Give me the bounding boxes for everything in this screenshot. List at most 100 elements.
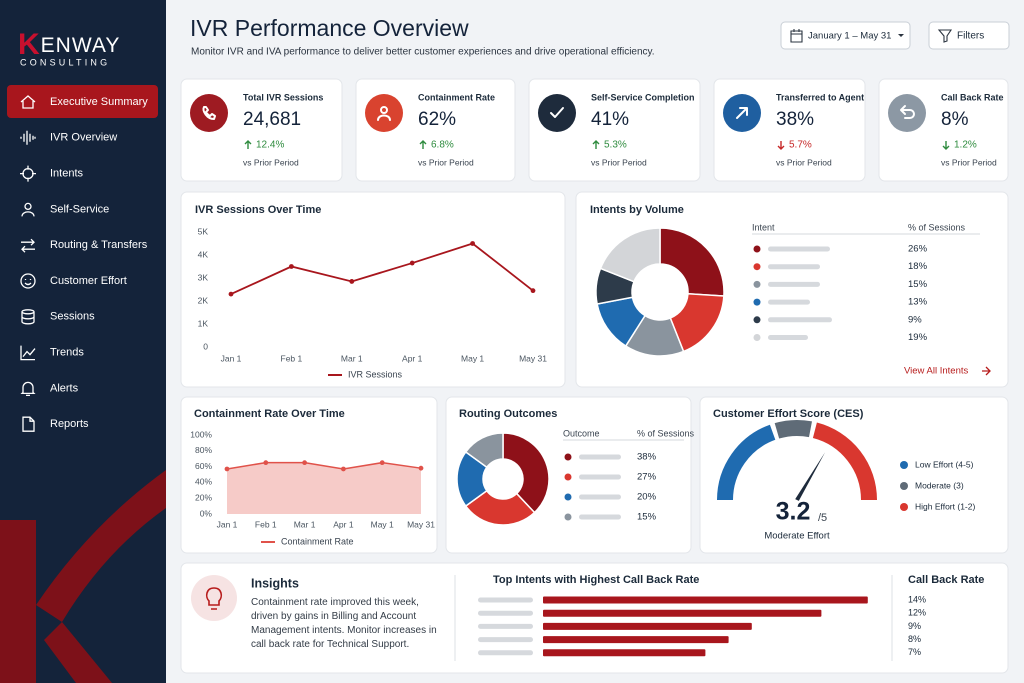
card-bg xyxy=(575,191,1009,388)
nav-label[interactable]: Alerts xyxy=(50,382,79,394)
link[interactable]: View All Intents xyxy=(904,366,969,377)
y-tick-label: 80% xyxy=(195,445,212,455)
insight-icon-bg xyxy=(191,575,237,621)
card-bg xyxy=(180,396,438,554)
point xyxy=(409,260,415,266)
kpi-label: Total IVR Sessions xyxy=(243,92,323,102)
gauge-max: /5 xyxy=(818,512,827,524)
nav-item[interactable]: Alerts xyxy=(20,381,79,397)
donut-segment xyxy=(659,227,725,297)
nav-icon xyxy=(20,273,36,289)
brand-initial: K xyxy=(18,28,41,61)
nav-item[interactable]: Self-Service xyxy=(21,202,109,217)
chart-title: Routing Outcomes xyxy=(459,408,557,420)
nav-item[interactable]: Reports xyxy=(22,416,89,432)
x-tick-label: Jan 1 xyxy=(217,519,238,529)
nav-icon xyxy=(22,416,35,432)
kpi-icon-bg xyxy=(888,94,926,132)
chart-card: Intents by Volume Intent % of Sessions 26%… xyxy=(575,191,1009,388)
value-label: 9% xyxy=(908,314,922,325)
label-placeholder xyxy=(579,514,621,520)
nav-item[interactable]: Trends xyxy=(20,345,84,361)
value-label: 8% xyxy=(908,634,921,644)
nav-label[interactable]: Executive Summary xyxy=(50,96,148,108)
nav-icon xyxy=(20,130,36,145)
legend-dot xyxy=(900,503,908,511)
point xyxy=(263,460,269,466)
caret xyxy=(898,34,904,37)
brand-tagline: CONSULTING xyxy=(20,57,110,67)
label-placeholder xyxy=(478,623,533,629)
chart-title: Customer Effort Score (CES) xyxy=(713,408,864,420)
legend-label: Moderate (3) xyxy=(915,480,964,490)
value-label: 15% xyxy=(637,512,657,523)
y-tick-label: 0 xyxy=(203,341,208,351)
chart-title: Containment Rate Over Time xyxy=(194,408,345,420)
card-bg xyxy=(180,191,566,388)
kpi-change: 6.8% xyxy=(431,140,454,151)
kpi-comparison: vs Prior Period xyxy=(941,157,997,167)
kpi-card: Total IVR Sessions 24,681 12.4% vs Prior Pe… xyxy=(180,78,343,182)
filters-button-bg[interactable] xyxy=(928,21,1010,50)
kpi-comparison: vs Prior Period xyxy=(776,157,832,167)
nav-item[interactable]: IVR Overview xyxy=(20,130,117,145)
area xyxy=(227,462,421,514)
label-placeholder xyxy=(478,610,533,616)
legend-label: High Effort (1-2) xyxy=(915,501,975,511)
filters-label[interactable]: Filters xyxy=(957,31,984,42)
point xyxy=(470,241,475,246)
gauge-value: 3.2 xyxy=(776,498,811,526)
nav-label[interactable]: Intents xyxy=(50,168,84,180)
kpi-icon xyxy=(550,107,564,118)
nav-active-bg[interactable] xyxy=(7,85,158,118)
nav-item[interactable]: Customer Effort xyxy=(20,273,127,289)
column-header: % of Sessions xyxy=(908,222,966,232)
insights-title: Insights xyxy=(251,576,299,590)
donut-segment xyxy=(599,227,661,283)
value-label: 38% xyxy=(637,452,657,463)
nav-item[interactable]: Intents xyxy=(20,165,84,182)
chart-title: Intents by Volume xyxy=(590,204,684,216)
nav-label[interactable]: Routing & Transfers xyxy=(50,239,148,251)
nav-icon xyxy=(20,381,36,397)
kpi-change: 1.2% xyxy=(954,140,977,151)
nav-label[interactable]: Trends xyxy=(50,347,84,359)
kpi-label: Transferred to Agent xyxy=(776,92,864,102)
nav-icon xyxy=(21,202,35,217)
point xyxy=(530,288,536,294)
nav-item[interactable]: Sessions xyxy=(21,309,95,325)
nav-label[interactable]: Self-Service xyxy=(50,203,109,215)
kpi-change: 12.4% xyxy=(256,140,284,151)
value-label: 18% xyxy=(908,261,928,272)
date-range[interactable]: January 1 – May 31 xyxy=(808,31,891,42)
x-tick-label: May 1 xyxy=(461,353,484,363)
link-arrow[interactable] xyxy=(982,366,991,376)
value-label: 14% xyxy=(908,594,926,604)
legend-dot xyxy=(564,453,572,461)
filters-button[interactable]: Filters xyxy=(928,21,1010,50)
label-placeholder xyxy=(579,454,621,460)
kpi-row: Total IVR Sessions 24,681 12.4% vs Prior Pe… xyxy=(180,78,1009,182)
nav-label[interactable]: Sessions xyxy=(50,311,95,323)
kpi-card: Call Back Rate 8% 1.2% vs Prior Period xyxy=(878,78,1009,182)
kpi-icon-bg xyxy=(190,94,228,132)
card-bg xyxy=(699,396,1009,554)
nav-label[interactable]: Customer Effort xyxy=(50,275,127,287)
nav-label[interactable]: IVR Overview xyxy=(50,132,117,144)
nav-label[interactable]: Reports xyxy=(50,418,89,430)
value-label: 13% xyxy=(908,297,928,308)
logo-decoration xyxy=(0,520,36,683)
page-title: IVR Performance Overview xyxy=(190,15,469,41)
date-button[interactable]: January 1 – May 31 xyxy=(780,21,911,50)
y-tick-label: 3K xyxy=(198,272,209,282)
nav-item[interactable]: Executive Summary xyxy=(7,85,158,118)
nav-item[interactable]: Routing & Transfers xyxy=(21,238,148,253)
kpi-value: 38% xyxy=(776,109,814,130)
kpi-value: 62% xyxy=(418,109,456,130)
page-subtitle: Monitor IVR and IVA performance to deliv… xyxy=(191,47,655,58)
x-tick-label: Mar 1 xyxy=(341,353,363,363)
date-button-bg[interactable] xyxy=(780,21,911,50)
y-tick-label: 40% xyxy=(195,477,212,487)
